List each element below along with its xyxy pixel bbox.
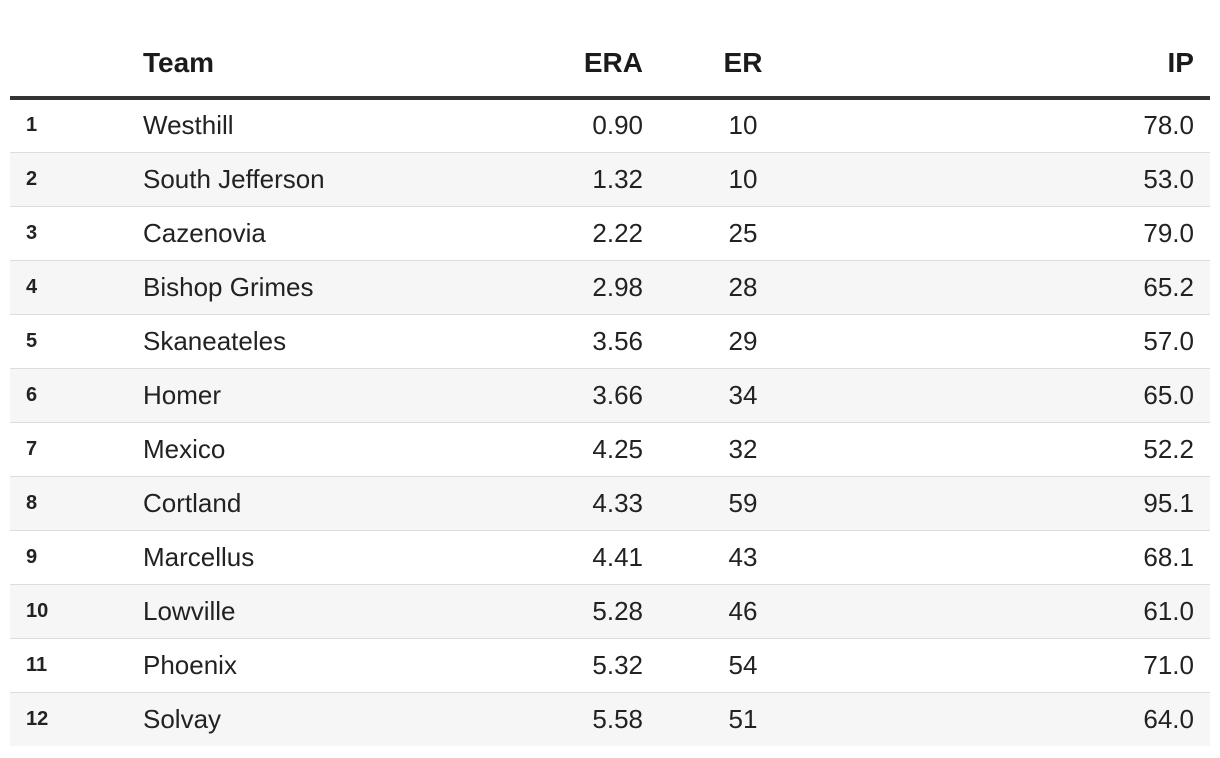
table-row: 9 Marcellus 4.41 43 68.1 [10, 530, 1210, 585]
table-row: 6 Homer 3.66 34 65.0 [10, 368, 1210, 423]
cell-team: Phoenix [143, 638, 570, 693]
cell-team: Marcellus [143, 530, 570, 585]
cell-team: Cazenovia [143, 206, 570, 261]
header-er: ER [643, 0, 843, 100]
cell-era: 3.56 [570, 314, 643, 369]
cell-rank: 2 [10, 152, 143, 207]
cell-rank: 6 [10, 368, 143, 423]
cell-ip: 78.0 [843, 98, 1210, 153]
cell-ip: 64.0 [843, 692, 1210, 746]
cell-ip: 95.1 [843, 476, 1210, 531]
cell-er: 10 [643, 98, 843, 153]
cell-era: 1.32 [570, 152, 643, 207]
cell-er: 34 [643, 368, 843, 423]
table-row: 7 Mexico 4.25 32 52.2 [10, 422, 1210, 477]
table-row: 3 Cazenovia 2.22 25 79.0 [10, 206, 1210, 261]
table-row: 8 Cortland 4.33 59 95.1 [10, 476, 1210, 531]
cell-er: 59 [643, 476, 843, 531]
cell-era: 2.98 [570, 260, 643, 315]
cell-rank: 9 [10, 530, 143, 585]
cell-ip: 61.0 [843, 584, 1210, 639]
cell-rank: 11 [10, 638, 143, 693]
cell-er: 10 [643, 152, 843, 207]
cell-era: 0.90 [570, 98, 643, 153]
cell-ip: 52.2 [843, 422, 1210, 477]
cell-era: 2.22 [570, 206, 643, 261]
cell-rank: 7 [10, 422, 143, 477]
cell-ip: 79.0 [843, 206, 1210, 261]
cell-team: Bishop Grimes [143, 260, 570, 315]
table-row: 5 Skaneateles 3.56 29 57.0 [10, 314, 1210, 369]
cell-er: 43 [643, 530, 843, 585]
cell-rank: 1 [10, 98, 143, 153]
cell-ip: 65.2 [843, 260, 1210, 315]
table-row: 4 Bishop Grimes 2.98 28 65.2 [10, 260, 1210, 315]
cell-team: Skaneateles [143, 314, 570, 369]
cell-rank: 5 [10, 314, 143, 369]
header-row: Team ERA ER IP [10, 0, 1210, 100]
cell-team: Cortland [143, 476, 570, 531]
table-row: 10 Lowville 5.28 46 61.0 [10, 584, 1210, 639]
cell-rank: 12 [10, 692, 143, 746]
cell-era: 5.28 [570, 584, 643, 639]
header-era: ERA [570, 0, 643, 100]
cell-era: 5.58 [570, 692, 643, 746]
cell-er: 28 [643, 260, 843, 315]
cell-ip: 53.0 [843, 152, 1210, 207]
cell-er: 46 [643, 584, 843, 639]
cell-era: 4.33 [570, 476, 643, 531]
header-team: Team [143, 0, 570, 100]
cell-era: 4.25 [570, 422, 643, 477]
cell-rank: 10 [10, 584, 143, 639]
cell-era: 4.41 [570, 530, 643, 585]
cell-team: Solvay [143, 692, 570, 746]
cell-ip: 65.0 [843, 368, 1210, 423]
cell-team: South Jefferson [143, 152, 570, 207]
cell-ip: 68.1 [843, 530, 1210, 585]
table-row: 12 Solvay 5.58 51 64.0 [10, 692, 1210, 746]
cell-team: Homer [143, 368, 570, 423]
table-body: 1 Westhill 0.90 10 78.0 2 South Jefferson 1.32 1… [10, 98, 1210, 746]
cell-rank: 4 [10, 260, 143, 315]
cell-er: 25 [643, 206, 843, 261]
cell-ip: 71.0 [843, 638, 1210, 693]
cell-era: 3.66 [570, 368, 643, 423]
cell-era: 5.32 [570, 638, 643, 693]
cell-rank: 3 [10, 206, 143, 261]
cell-er: 51 [643, 692, 843, 746]
header-rank [10, 0, 143, 100]
cell-team: Mexico [143, 422, 570, 477]
table-row: 11 Phoenix 5.32 54 71.0 [10, 638, 1210, 693]
cell-rank: 8 [10, 476, 143, 531]
header-ip: IP [843, 0, 1210, 100]
table-row: 1 Westhill 0.90 10 78.0 [10, 98, 1210, 153]
table-header: Team ERA ER IP [10, 0, 1210, 100]
cell-team: Lowville [143, 584, 570, 639]
cell-er: 29 [643, 314, 843, 369]
cell-er: 54 [643, 638, 843, 693]
cell-er: 32 [643, 422, 843, 477]
table-row: 2 South Jefferson 1.32 10 53.0 [10, 152, 1210, 207]
team-era-table: Team ERA ER IP 1 Westhill 0.90 10 78.0 2 South… [10, 0, 1210, 746]
era-table-container: Team ERA ER IP 1 Westhill 0.90 10 78.0 2 South… [10, 0, 1210, 746]
cell-ip: 57.0 [843, 314, 1210, 369]
cell-team: Westhill [143, 98, 570, 153]
